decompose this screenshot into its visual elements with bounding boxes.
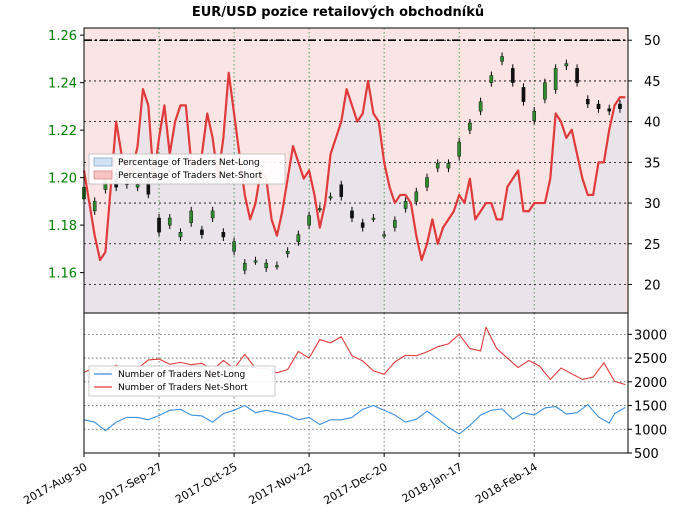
net-long-count-series xyxy=(83,404,626,435)
candle-up xyxy=(328,196,333,199)
x-axis-tick-label: 2018-Feb-14 xyxy=(473,460,540,506)
count-axis-tick-label: 1500 xyxy=(634,400,667,415)
candle-up xyxy=(553,68,558,90)
candle-down xyxy=(607,108,612,112)
candle-down xyxy=(350,210,354,219)
candle-up xyxy=(425,177,429,188)
net-short-count-series xyxy=(83,326,626,386)
candle-up xyxy=(210,210,215,219)
candle-down xyxy=(200,229,204,235)
count-axis-tick-label: 2500 xyxy=(634,352,667,367)
chart-title: EUR/USD pozice retailových obchodníků xyxy=(192,5,484,20)
percent-axis-tick-label: 25 xyxy=(644,238,661,253)
candle-up xyxy=(318,208,322,211)
candle-up xyxy=(264,262,269,269)
legend-swatch-net-short-pct xyxy=(93,170,113,180)
price-axis-tick-label: 1.26 xyxy=(48,29,77,44)
bottom-legend: Number of Traders Net-Long Number of Tra… xyxy=(88,365,276,397)
net-short-percentage-series xyxy=(82,71,626,262)
candle-up xyxy=(178,232,183,238)
x-axis-tick-label: 2017-Sep-27 xyxy=(97,460,165,507)
candle-up xyxy=(92,201,97,212)
candle-up xyxy=(167,217,172,226)
candle-down xyxy=(221,232,226,238)
candle-down xyxy=(586,99,590,105)
candle-up xyxy=(242,262,247,271)
percent-axis-tick-label: 20 xyxy=(644,279,661,294)
candle-up xyxy=(232,241,236,252)
x-axis-tick-label: 2017-Oct-25 xyxy=(173,460,239,506)
net-long-fill xyxy=(84,72,626,314)
price-axis-tick-label: 1.22 xyxy=(48,124,77,139)
percent-axis-tick-label: 50 xyxy=(644,34,661,49)
legend-swatch-net-long-pct xyxy=(93,157,113,167)
x-axis-tick-label: 2017-Aug-30 xyxy=(21,460,89,507)
candle-up xyxy=(435,163,440,169)
x-axis-tick-label: 2017-Dec-20 xyxy=(321,460,389,507)
count-axis-tick-label: 1000 xyxy=(634,423,667,438)
candle-up xyxy=(253,260,258,263)
candle-up xyxy=(564,63,569,67)
candle-down xyxy=(596,103,601,109)
legend-label-net-short-pct: Percentage of Traders Net-Short xyxy=(118,171,263,181)
candle-up xyxy=(414,191,419,202)
percent-axis-tick-label: 35 xyxy=(644,156,661,171)
candle-up xyxy=(296,234,301,242)
candle-up xyxy=(446,163,451,169)
percent-axis-tick-label: 30 xyxy=(644,197,661,212)
legend-label-net-long-count: Number of Traders Net-Long xyxy=(118,370,245,380)
candle-down xyxy=(618,103,622,109)
candle-up xyxy=(371,217,376,220)
candle-down xyxy=(521,87,526,102)
candle-up xyxy=(478,101,483,112)
candle-down xyxy=(157,217,161,233)
count-axis-tick-label: 500 xyxy=(634,447,659,462)
x-axis-tick-label: 2017-Nov-22 xyxy=(247,460,315,507)
percent-axis-tick-label: 40 xyxy=(644,116,661,131)
candle-down xyxy=(575,68,579,83)
candle-up xyxy=(532,110,537,121)
price-axis-tick-label: 1.20 xyxy=(48,172,77,187)
top-legend-box xyxy=(88,153,286,185)
candle-up xyxy=(382,234,386,237)
percent-axis-tick-label: 45 xyxy=(644,75,661,90)
candle-up xyxy=(489,75,494,83)
price-axis-tick-label: 1.18 xyxy=(48,219,77,234)
candle-up xyxy=(457,141,461,157)
price-axis-tick-label: 1.16 xyxy=(48,267,77,282)
candle-up xyxy=(500,56,504,62)
candle-down xyxy=(339,184,344,197)
candle-up xyxy=(403,201,408,209)
top-legend: Percentage of Traders Net-Long Percentag… xyxy=(88,153,286,185)
price-axis-tick-label: 1.24 xyxy=(48,77,77,92)
legend-label-net-long-pct: Percentage of Traders Net-Long xyxy=(118,158,260,168)
bottom-panel-frame xyxy=(83,312,629,454)
candle-up xyxy=(189,210,193,223)
x-axis-tick-label: 2018-Jan-17 xyxy=(400,460,465,505)
candle-up xyxy=(275,265,279,268)
net-short-percentage-line xyxy=(82,71,626,262)
bottom-legend-box xyxy=(88,365,276,397)
candle-up xyxy=(285,251,290,254)
candle-up xyxy=(543,82,547,100)
candle-up xyxy=(307,215,311,226)
count-axis-tick-label: 3000 xyxy=(634,328,667,343)
trader-count-lines xyxy=(83,326,626,435)
legend-label-net-short-count: Number of Traders Net-Short xyxy=(118,383,248,393)
count-axis-tick-label: 2000 xyxy=(634,376,667,391)
candle-up xyxy=(393,220,397,228)
candle-up xyxy=(468,122,472,131)
candle-down xyxy=(360,222,365,228)
candle-down xyxy=(510,68,515,83)
candle-up xyxy=(135,184,140,188)
